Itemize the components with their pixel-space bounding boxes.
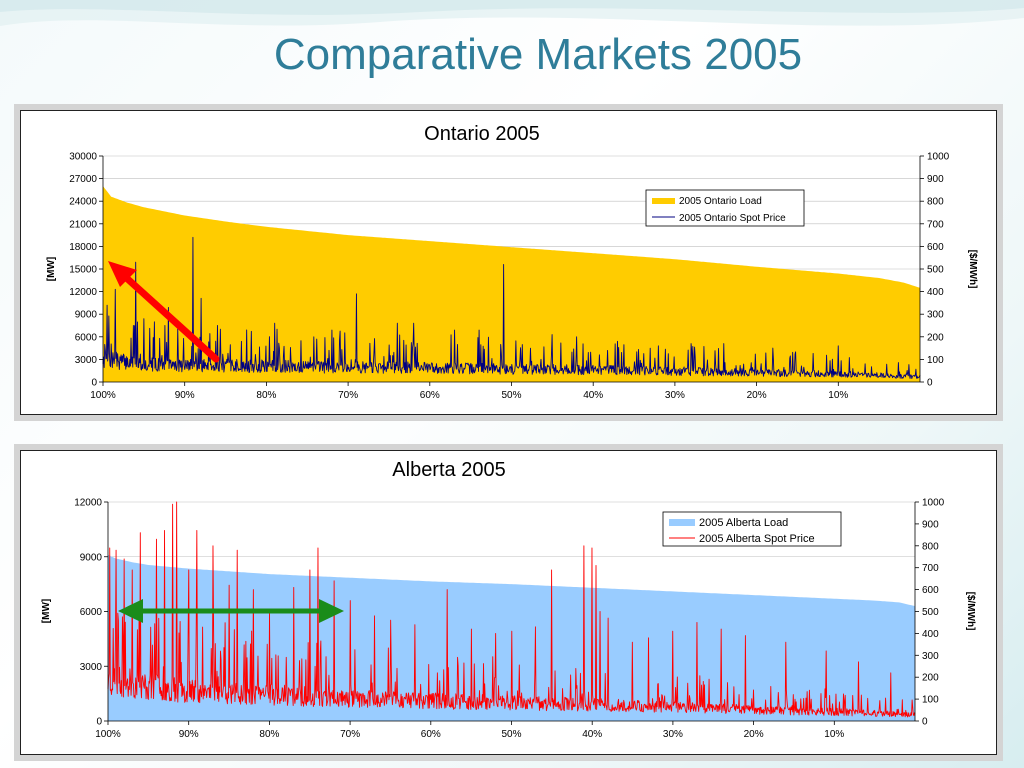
ab-price-line xyxy=(107,501,916,718)
ontario-y-axis-label: [MW] xyxy=(46,257,57,281)
ab-x-tick-label: 90% xyxy=(179,729,199,740)
on-y-tick-label: 12000 xyxy=(69,287,97,298)
on-y2-tick-label: 700 xyxy=(927,219,944,230)
on-y2-tick-label: 100 xyxy=(927,355,944,366)
on-y2-tick-label: 600 xyxy=(927,242,944,253)
on-y-tick-label: 21000 xyxy=(69,219,97,230)
alberta-annotation-double-arrow xyxy=(118,599,344,623)
on-x-tick-label: 50% xyxy=(501,390,521,401)
alberta-legend-load: 2005 Alberta Load xyxy=(699,517,788,529)
ab-y-tick-label: 3000 xyxy=(80,662,103,673)
ontario-y2-axis-label: [$/MWh] xyxy=(967,250,978,289)
on-x-tick-label: 20% xyxy=(747,390,767,401)
on-y-tick-label: 24000 xyxy=(69,197,97,208)
on-x-tick-label: 40% xyxy=(583,390,603,401)
alberta-price-series xyxy=(107,501,916,718)
ab-x-tick-label: 10% xyxy=(824,729,844,740)
ab-y2-tick-label: 800 xyxy=(922,541,939,552)
ab-y2-tick-label: 400 xyxy=(922,629,939,640)
on-x-tick-label: 60% xyxy=(420,390,440,401)
on-x-tick-label: 10% xyxy=(828,390,848,401)
ab-y2-tick-label: 1000 xyxy=(922,498,945,509)
on-x-tick-label: 30% xyxy=(665,390,685,401)
on-x-tick-label: 70% xyxy=(338,390,358,401)
alberta-chart-panel: Alberta 2005 0 3000 6000 9000 12000 0 100 200 30… xyxy=(20,450,997,755)
ab-y2-tick-label: 0 xyxy=(922,717,928,728)
on-x-tick-label: 90% xyxy=(175,390,195,401)
ab-x-tick-label: 40% xyxy=(582,729,602,740)
ab-y2-tick-label: 300 xyxy=(922,651,939,662)
alberta-legend: 2005 Alberta Load 2005 Alberta Spot Pric… xyxy=(662,511,842,547)
on-y2-tick-label: 800 xyxy=(927,197,944,208)
ab-y2-tick-label: 900 xyxy=(922,519,939,530)
on-price-line xyxy=(102,236,921,379)
alberta-chart: 0 3000 6000 9000 12000 0 100 200 300 400 500 600 700… xyxy=(41,498,976,741)
ab-x-tick-label: 60% xyxy=(421,729,441,740)
ab-y-tick-label: 12000 xyxy=(74,498,102,509)
ab-y-tick-label: 6000 xyxy=(80,607,103,618)
ab-y2-tick-label: 500 xyxy=(922,607,939,618)
ontario-axes: 0300060009000120001500018000210002400027… xyxy=(69,152,949,402)
ontario-annotation-arrow xyxy=(108,261,220,363)
ontario-legend-price: 2005 Ontario Spot Price xyxy=(679,213,786,224)
on-y2-tick-label: 900 xyxy=(927,174,944,185)
on-y2-tick-label: 300 xyxy=(927,310,944,321)
on-y2-tick-label: 500 xyxy=(927,265,944,276)
ab-x-tick-label: 50% xyxy=(501,729,521,740)
alberta-y-axis-label: [MW] xyxy=(41,599,52,623)
ab-y-tick-label: 0 xyxy=(96,717,102,728)
ontario-load-area xyxy=(103,186,920,382)
ontario-legend-load-swatch xyxy=(652,198,675,204)
on-y-tick-label: 9000 xyxy=(75,310,98,321)
on-load-area-path xyxy=(103,186,920,382)
alberta-legend-price: 2005 Alberta Spot Price xyxy=(699,533,815,545)
ab-x-tick-label: 30% xyxy=(663,729,683,740)
ab-y2-tick-label: 600 xyxy=(922,585,939,596)
ab-y2-tick-label: 100 xyxy=(922,695,939,706)
on-y2-tick-label: 0 xyxy=(927,378,933,389)
ab-y2-tick-label: 700 xyxy=(922,563,939,574)
on-y2-tick-label: 200 xyxy=(927,332,944,343)
on-x-tick-label: 80% xyxy=(256,390,276,401)
on-y2-tick-label: 1000 xyxy=(927,152,950,163)
ab-x-tick-label: 20% xyxy=(744,729,764,740)
slide-title: Comparative Markets 2005 xyxy=(273,30,803,79)
ontario-price-series xyxy=(102,236,921,379)
on-y-tick-label: 30000 xyxy=(69,152,97,163)
on-y-tick-label: 0 xyxy=(91,378,97,389)
ontario-chart: 0300060009000120001500018000210002400027… xyxy=(46,152,978,402)
on-y-tick-label: 27000 xyxy=(69,174,97,185)
ontario-chart-title: Ontario 2005 xyxy=(424,123,540,145)
ab-x-tick-label: 100% xyxy=(95,729,121,740)
on-y-tick-label: 18000 xyxy=(69,242,97,253)
on-x-tick-label: 100% xyxy=(90,390,116,401)
alberta-chart-title: Alberta 2005 xyxy=(392,459,506,481)
alberta-legend-load-swatch xyxy=(669,519,695,526)
alberta-y2-axis-label: [$/MWh] xyxy=(965,592,976,631)
ab-x-tick-label: 80% xyxy=(259,729,279,740)
on-y2-tick-label: 400 xyxy=(927,287,944,298)
ontario-legend: 2005 Ontario Load 2005 Ontario Spot Pric… xyxy=(645,189,805,227)
ontario-chart-panel: Ontario 2005 0 3000 6000 9000 12000 15000 1800… xyxy=(20,110,997,415)
on-y-tick-label: 15000 xyxy=(69,265,97,276)
ab-y2-tick-label: 200 xyxy=(922,673,939,684)
alberta-axes: 0 3000 6000 9000 12000 0 100 200 300 400 500 600 700… xyxy=(74,498,944,741)
ab-x-tick-label: 70% xyxy=(340,729,360,740)
ab-y-tick-label: 9000 xyxy=(80,552,103,563)
on-y-tick-label: 6000 xyxy=(75,332,98,343)
ontario-legend-load: 2005 Ontario Load xyxy=(679,196,762,207)
on-y-tick-label: 3000 xyxy=(75,355,98,366)
